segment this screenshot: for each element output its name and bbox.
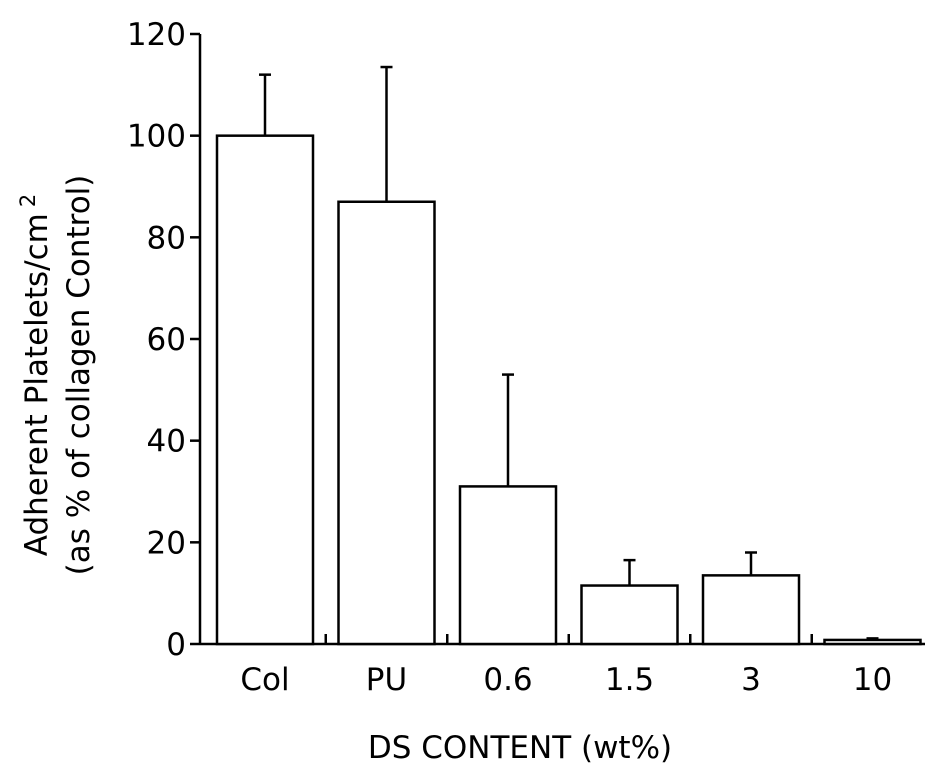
bar-10 [825, 640, 921, 644]
x-tick-label-10: 10 [853, 662, 892, 698]
y-axis-title-line1: Adherent Platelets/cm 2 [16, 194, 55, 556]
y-tick-label-1: 20 [147, 525, 186, 561]
bar-Col [217, 136, 313, 644]
bar-0.6 [460, 486, 556, 644]
x-tick-label-Col: Col [240, 662, 289, 698]
x-tick-label-1.5: 1.5 [605, 662, 654, 698]
bars [217, 136, 921, 644]
y-axis-title-superscript: 2 [16, 194, 40, 207]
bar-1.5 [582, 586, 678, 644]
y-tick-label-3: 60 [147, 322, 186, 358]
y-tick-label-2: 40 [147, 424, 186, 460]
y-axis-title: Adherent Platelets/cm 2 (as % of collagen… [16, 175, 97, 576]
y-tick-label-5: 100 [127, 119, 186, 155]
y-axis-title-line2: (as % of collagen Control) [61, 175, 97, 576]
x-tick-label-3: 3 [741, 662, 761, 698]
x-axis-title: DS CONTENT (wt%) [368, 730, 672, 765]
y-axis-title-line1-main: Adherent Platelets/cm [19, 213, 55, 556]
x-tick-label-PU: PU [366, 662, 407, 698]
y-tick-label-4: 80 [147, 220, 186, 256]
x-tick-label-0.6: 0.6 [483, 662, 532, 698]
bar-PU [339, 202, 435, 644]
y-tick-label-0: 0 [166, 627, 186, 663]
y-ticks: 0 20 40 60 80 100 120 [127, 17, 200, 663]
y-tick-label-6: 120 [127, 17, 186, 53]
bar-3 [703, 575, 799, 644]
